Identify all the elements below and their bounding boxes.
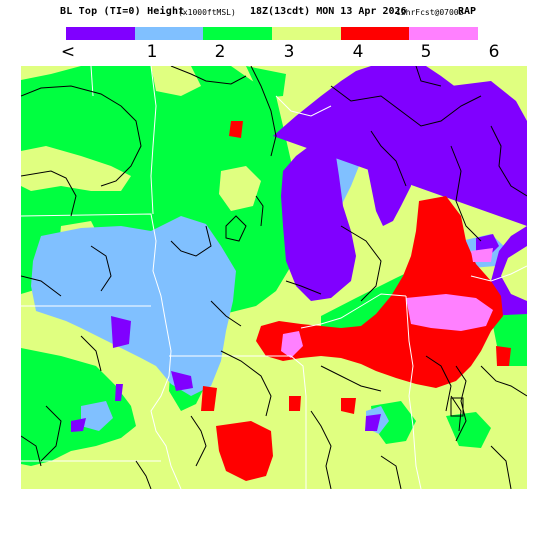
title-field: BL Top (TI=0) Height xyxy=(60,6,185,17)
contour-lines xyxy=(21,66,527,489)
legend-swatch-2-3 xyxy=(203,27,273,40)
title-forecast-hour: 12hrFcst@0700z xyxy=(396,8,464,17)
legend-tick-label: 6 xyxy=(488,42,500,62)
title-model: RAP xyxy=(458,6,477,17)
legend-swatch-3-4 xyxy=(272,27,341,40)
color-legend-bar xyxy=(66,27,479,40)
legend-swatch-5-6 xyxy=(409,27,479,40)
legend-swatch-below-1 xyxy=(66,27,135,40)
legend-tick-label: 1 xyxy=(146,42,158,62)
legend-swatch-4-5 xyxy=(340,27,410,40)
legend-tick-label: < xyxy=(60,42,76,62)
state-boundaries xyxy=(21,66,527,489)
region-red xyxy=(201,121,511,481)
legend-swatch-1-2 xyxy=(134,27,204,40)
region-pink xyxy=(281,248,493,358)
legend-tick-label: 3 xyxy=(283,42,295,62)
title-units: (x1000ftMSL) xyxy=(178,8,236,17)
legend-tick-label: 2 xyxy=(214,42,226,62)
bl-height-map xyxy=(21,66,527,489)
map-title: BL Top (TI=0) Height (x1000ftMSL) 18Z(13… xyxy=(0,6,548,20)
legend-tick-labels: < 1 2 3 4 5 6 xyxy=(0,42,548,64)
title-valid-time: 18Z(13cdt) MON 13 Apr 2026 xyxy=(250,6,407,17)
legend-tick-label: 4 xyxy=(352,42,364,62)
legend-tick-label: 5 xyxy=(420,42,432,62)
